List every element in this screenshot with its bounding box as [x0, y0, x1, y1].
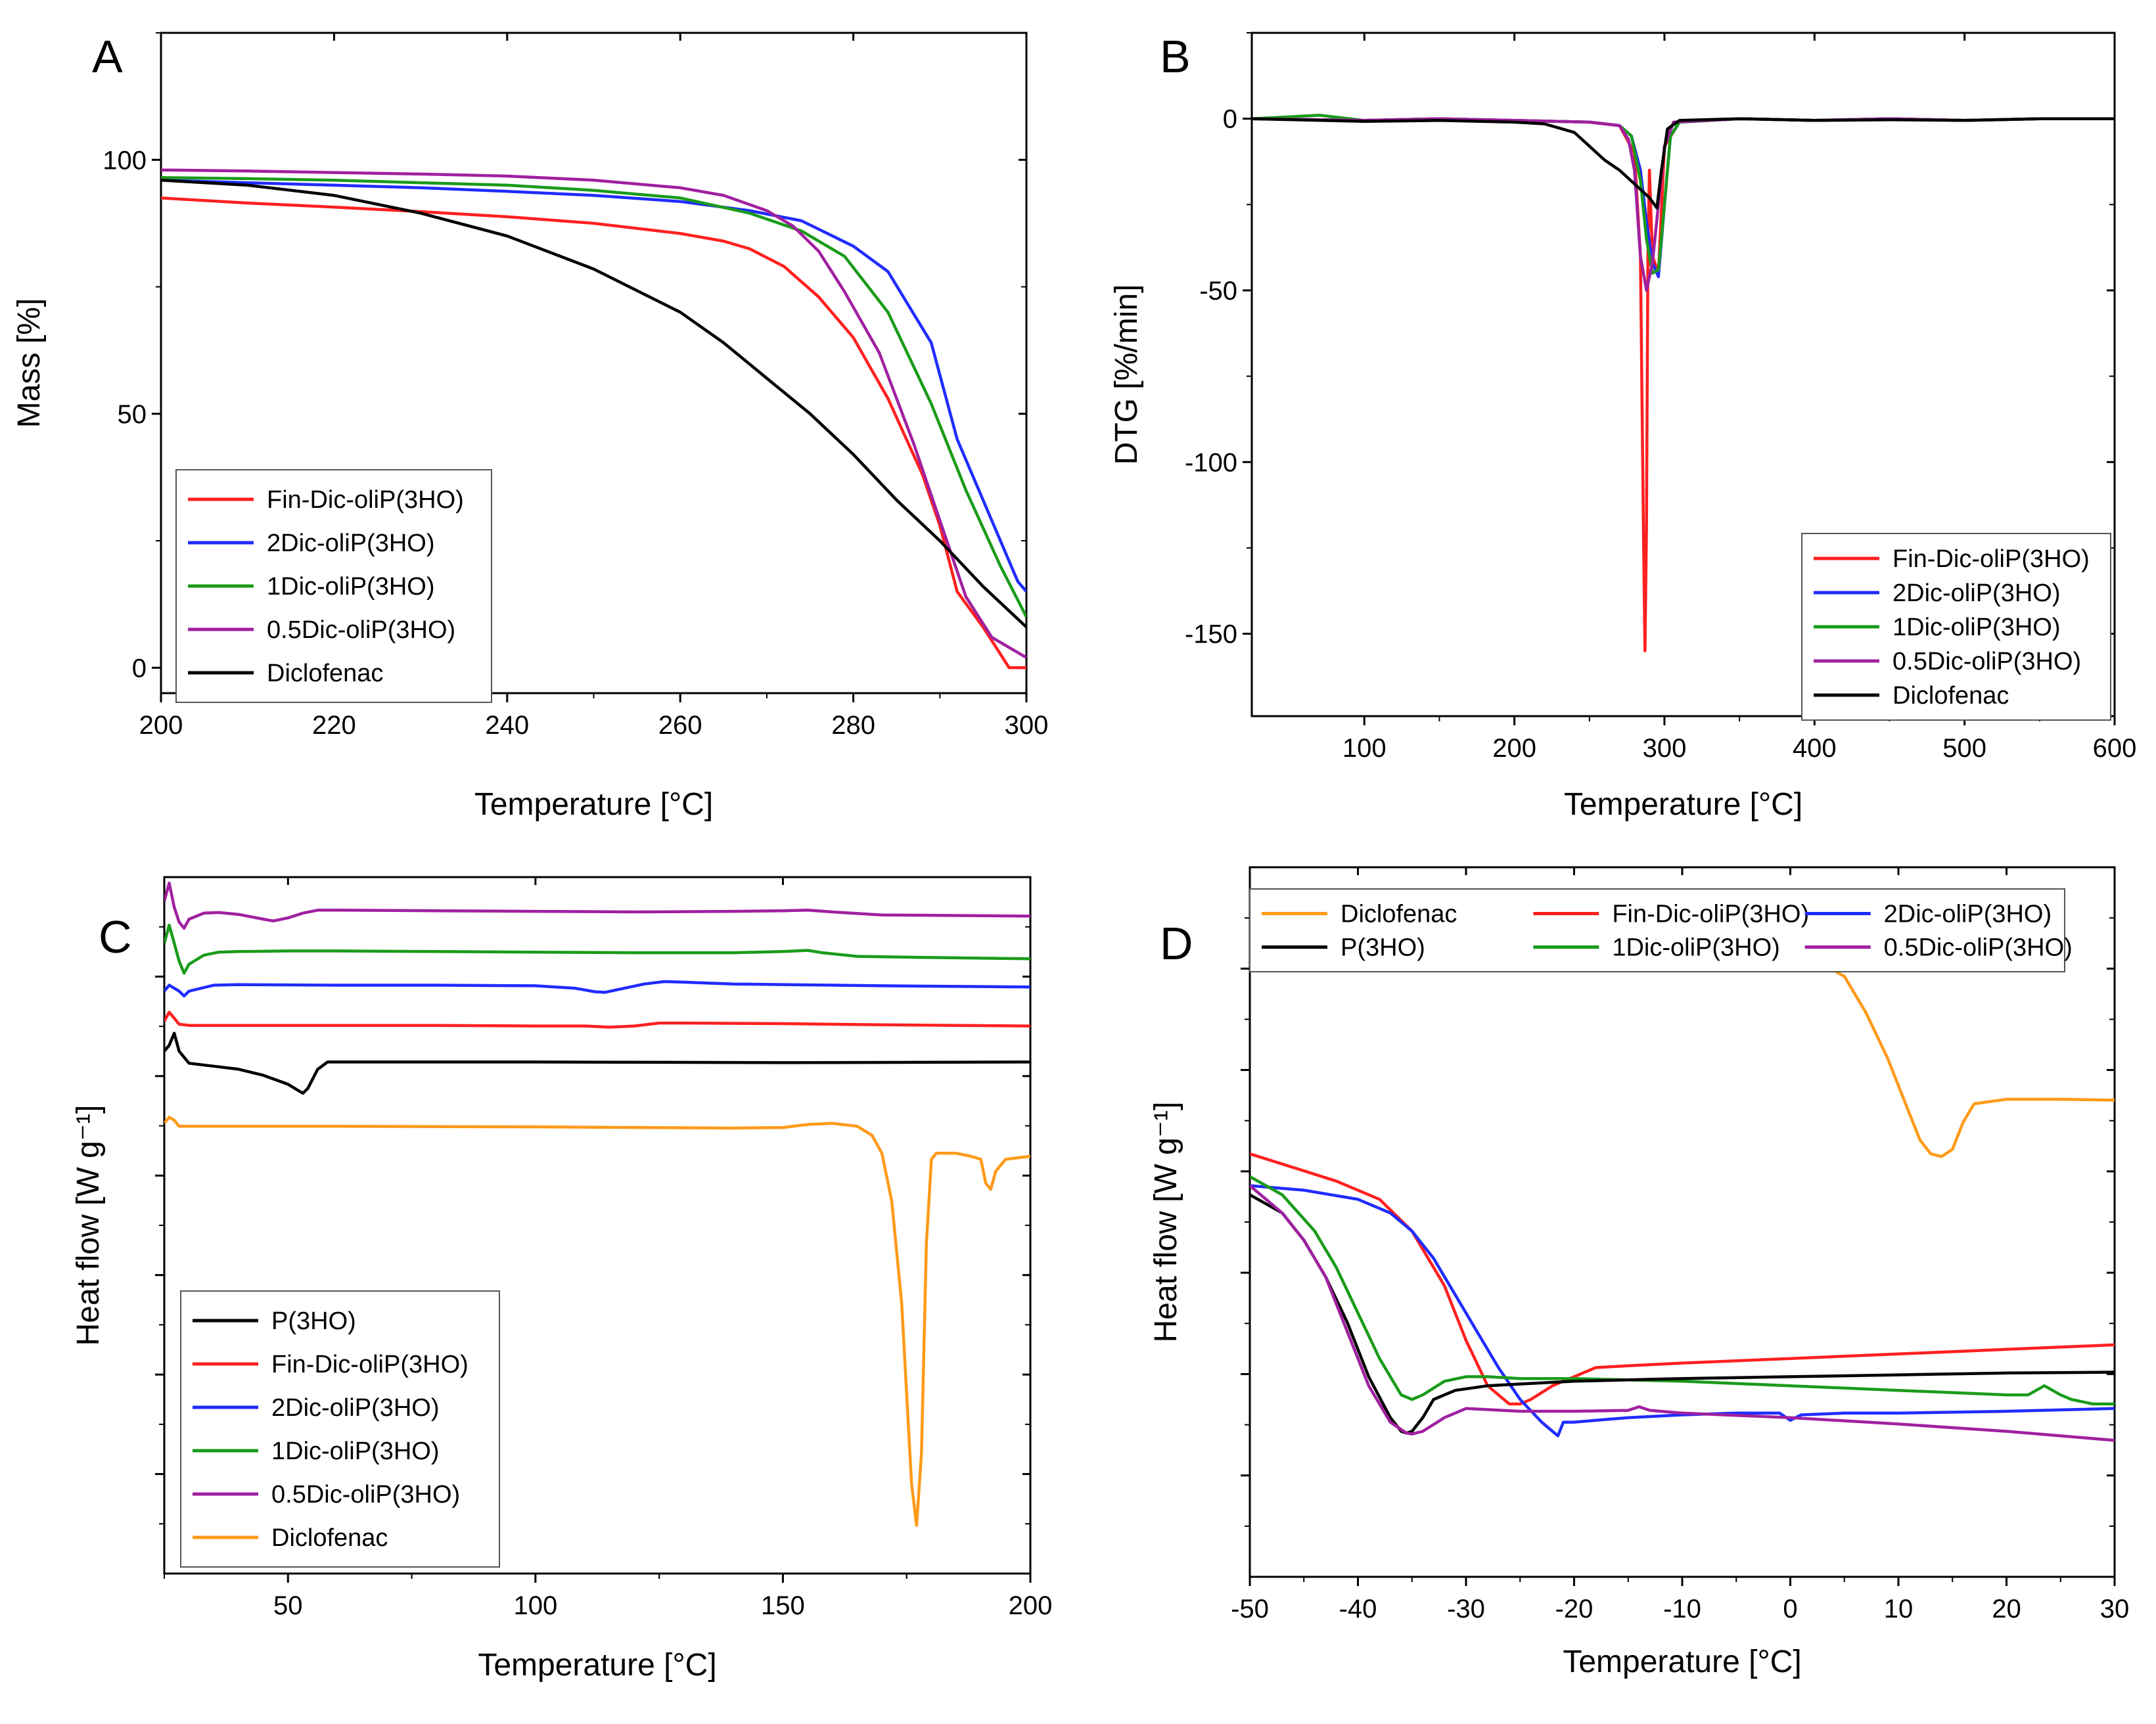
- x-tick-label-d: 30: [2100, 1595, 2130, 1623]
- x-tick-label-d: -20: [1555, 1595, 1594, 1623]
- series-line-c-p-3ho-: [164, 1032, 1030, 1095]
- legend-entry-b: 0.5Dic-oliP(3HO): [1892, 648, 2081, 675]
- legend-entry-d: 2Dic-oliP(3HO): [1884, 901, 2052, 928]
- legend-box-d: [1249, 888, 2065, 972]
- x-tick-label-d: -50: [1231, 1595, 1269, 1623]
- legend-entry-a: 0.5Dic-oliP(3HO): [267, 616, 455, 644]
- x-tick-label-c: 150: [761, 1591, 805, 1620]
- series-line-d-0-5dic-olip-3ho-: [1250, 1184, 2115, 1442]
- x-tick-label-b: 300: [1643, 734, 1687, 763]
- x-axis-label-d: Temperature [°C]: [1563, 1645, 1801, 1679]
- series-line-c-2dic-olip-3ho-: [164, 980, 1030, 998]
- x-tick-label-c: 100: [513, 1591, 557, 1620]
- x-tick-label-d: -30: [1447, 1595, 1485, 1623]
- x-tick-label-a: 220: [312, 711, 356, 740]
- legend-entry-a: 1Dic-oliP(3HO): [267, 573, 434, 601]
- legend-entry-b: Diclofenac: [1892, 682, 2009, 710]
- series-group-c: [164, 881, 1030, 1528]
- legend-entry-b: 1Dic-oliP(3HO): [1892, 614, 2060, 641]
- plot-frame-b: [1250, 32, 2116, 717]
- x-tick-label-d: 20: [1992, 1595, 2021, 1623]
- series-line-d-fin-dic-olip-3ho-: [1250, 1152, 2115, 1406]
- panel-label-c: C: [99, 911, 132, 963]
- legend-entry-d: 0.5Dic-oliP(3HO): [1884, 934, 2073, 962]
- legend-entry-b: Fin-Dic-oliP(3HO): [1892, 545, 2090, 573]
- legend-entry-d: Fin-Dic-oliP(3HO): [1612, 901, 1809, 928]
- legend-entry-d: Diclofenac: [1341, 901, 1457, 928]
- legend-entry-d: 1Dic-oliP(3HO): [1612, 934, 1779, 962]
- x-tick-label-c: 200: [1009, 1591, 1053, 1620]
- panel-label-b: B: [1160, 31, 1191, 82]
- x-tick-label-b: 400: [1793, 734, 1837, 763]
- panel-c: 50 100 150 200 Temperature [°C] Heat flow [W …: [71, 876, 1053, 1683]
- series-line-c-diclofenac: [164, 1116, 1030, 1528]
- series-line-b-diclofenac: [1252, 117, 2115, 210]
- series-line-d-2dic-olip-3ho-: [1250, 1184, 2115, 1438]
- legend-entry-b: 2Dic-oliP(3HO): [1892, 579, 2060, 607]
- x-tick-label-a: 240: [485, 711, 529, 740]
- legend-entry-a: Fin-Dic-oliP(3HO): [267, 486, 464, 514]
- legend-entry-a: Diclofenac: [267, 660, 383, 687]
- y-axis-label-a: Mass [%]: [12, 298, 47, 428]
- x-tick-label-b: 500: [1942, 734, 1986, 763]
- series-line-c-fin-dic-olip-3ho-: [164, 1010, 1030, 1029]
- y-tick-label-b: -50: [1199, 277, 1237, 306]
- legend-entry-c: 2Dic-oliP(3HO): [271, 1394, 439, 1422]
- series-line-c-0-5dic-olip-3ho-: [164, 881, 1030, 930]
- y-tick-label-a: 0: [132, 654, 147, 683]
- legend-entry-c: 0.5Dic-oliP(3HO): [271, 1481, 460, 1508]
- x-tick-label-b: 200: [1492, 734, 1536, 763]
- panel-label-a: A: [92, 31, 123, 82]
- x-tick-label-a: 260: [658, 711, 702, 740]
- y-tick-label-a: 50: [118, 400, 147, 429]
- x-tick-label-a: 280: [831, 711, 875, 740]
- series-line-a-0-5dic-olip-3ho-: [161, 168, 1026, 659]
- series-line-a-1dic-olip-3ho-: [161, 176, 1026, 618]
- series-group-a: [161, 168, 1026, 669]
- x-axis-label-c: Temperature [°C]: [478, 1648, 716, 1683]
- legend-entry-a: 2Dic-oliP(3HO): [267, 530, 434, 557]
- series-line-d-1dic-olip-3ho-: [1250, 1175, 2115, 1406]
- x-tick-label-d: 10: [1884, 1595, 1914, 1623]
- legend-entry-d: P(3HO): [1341, 934, 1425, 962]
- x-tick-label-d: -40: [1339, 1595, 1377, 1623]
- series-group-b: [1252, 114, 2115, 652]
- y-axis-label-d: Heat flow [W g⁻¹]: [1149, 1102, 1183, 1343]
- y-tick-label-b: -100: [1185, 448, 1237, 477]
- y-tick-label-b: -150: [1185, 620, 1237, 649]
- x-tick-label-d: 0: [1783, 1595, 1797, 1623]
- legend-entry-c: P(3HO): [271, 1307, 356, 1335]
- x-tick-label-b: 600: [2093, 734, 2137, 763]
- y-axis-label-c: Heat flow [W g⁻¹]: [71, 1105, 106, 1346]
- x-tick-label-c: 50: [273, 1591, 303, 1620]
- series-line-c-1dic-olip-3ho-: [164, 923, 1030, 975]
- legend-entry-c: Diclofenac: [271, 1524, 388, 1552]
- x-axis-label-b: Temperature [°C]: [1564, 787, 1802, 822]
- panel-b: 100 200 300 400 500 600 0 -50 -100 -150 Temperatur…: [1109, 31, 2136, 822]
- x-axis-label-a: Temperature [°C]: [474, 787, 713, 822]
- panel-label-d: D: [1160, 918, 1193, 969]
- legend-box-c: [180, 1290, 500, 1568]
- x-tick-label-d: -10: [1663, 1595, 1701, 1623]
- panel-a: 200 220 240 260 280 300 0 50 100 Temperature [°C]…: [12, 31, 1048, 822]
- y-axis-label-b: DTG [%/min]: [1109, 284, 1144, 465]
- x-tick-label-b: 100: [1342, 734, 1387, 763]
- legend-entry-c: Fin-Dic-oliP(3HO): [271, 1351, 469, 1378]
- panel-d: -50 -40 -30 -20 -10 0 10 20 30 Temperature [°C] He…: [1149, 866, 2130, 1679]
- legend-entry-c: 1Dic-oliP(3HO): [271, 1438, 439, 1465]
- y-tick-label-b: 0: [1223, 105, 1237, 134]
- y-tick-label-a: 100: [103, 146, 147, 175]
- x-tick-label-a: 300: [1005, 711, 1049, 740]
- series-line-a-fin-dic-olip-3ho-: [161, 196, 1026, 669]
- series-line-a-diclofenac: [161, 178, 1026, 629]
- x-tick-label-a: 200: [139, 711, 183, 740]
